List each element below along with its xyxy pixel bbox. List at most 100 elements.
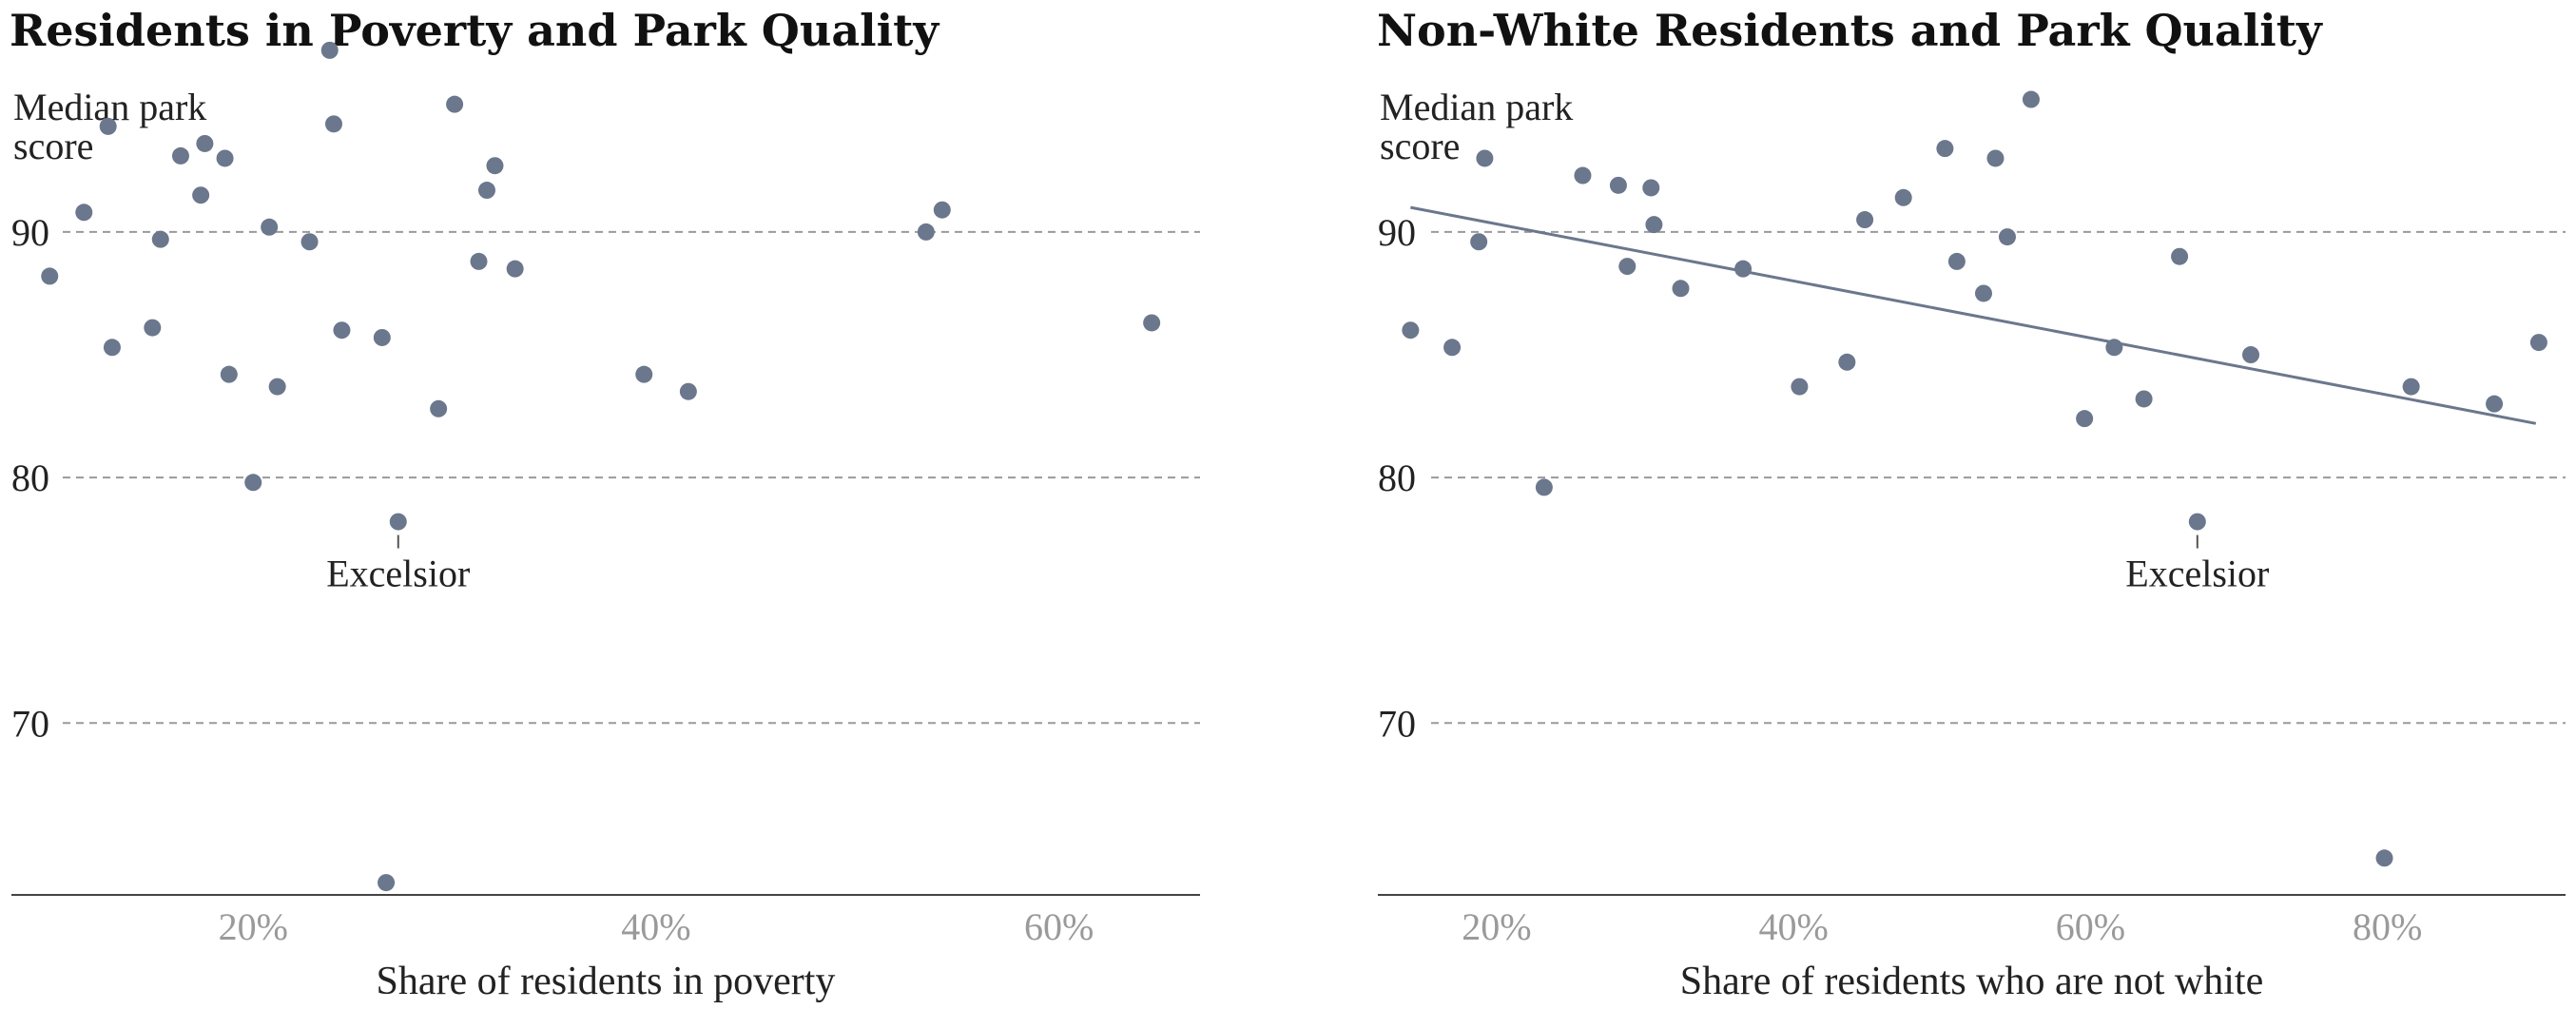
scatter-points [1402,90,2547,867]
data-point [268,378,286,396]
trendline [1410,205,2537,425]
data-point [2076,410,2094,428]
data-point [99,117,117,135]
data-point [2375,849,2393,867]
nonwhite-chart-panel: Non-White Residents and Park Quality Med… [1377,5,2566,1003]
data-point [2135,390,2153,408]
data-point [261,218,279,236]
data-point [1618,258,1637,276]
y-axis-title-line-2: score [1380,125,1460,167]
data-point [1470,233,1488,251]
data-point [1642,179,1660,197]
annotation-label: Excelsior [326,553,470,595]
gridlines [63,230,1200,725]
data-point [2188,513,2206,531]
poverty-chart-panel: Residents in Poverty and Park Quality Me… [10,5,1200,1003]
data-point [2529,334,2547,352]
data-point [320,41,339,59]
y-tick-labels: 70 80 90 [11,211,49,745]
data-point [1838,353,1856,371]
x-tick-labels: 20% 40% 60% [219,905,1094,948]
data-point [151,230,169,248]
x-tick-label: 20% [219,905,288,948]
y-tick-labels: 70 80 90 [1378,211,1416,745]
y-axis-title-line-2: score [13,125,93,167]
data-point [635,365,653,383]
data-point [244,474,262,492]
data-point [2171,247,2189,265]
data-point [486,157,504,175]
data-point [373,328,391,346]
data-point [324,115,342,133]
y-axis-title-line-1: Median park [1380,86,1573,128]
data-point [679,382,697,400]
data-point [171,146,189,165]
data-point [1791,378,1809,396]
y-tick-label: 70 [1378,702,1416,745]
data-point [75,204,93,222]
data-point [1143,314,1161,332]
y-tick-label: 70 [11,702,49,745]
data-point [1443,339,1462,357]
data-point [1476,149,1494,167]
data-point [196,134,214,152]
data-point [1947,252,1966,270]
data-point [2022,90,2040,108]
data-point [103,339,121,357]
data-point [917,223,935,241]
data-point [478,182,495,200]
x-axis-title: Share of residents who are not white [1680,960,2264,1003]
data-point [2105,339,2123,357]
data-point [1609,176,1627,194]
data-point [192,186,210,204]
data-point [1734,260,1753,278]
x-tick-label: 40% [621,905,690,948]
data-point [216,149,234,167]
scatter-points [41,41,1161,892]
annotation-label: Excelsior [2125,553,2269,595]
data-point [2242,346,2260,364]
data-point [2486,395,2504,413]
data-point [2402,378,2420,396]
x-tick-label: 60% [1024,905,1094,948]
data-point [1936,140,1954,158]
x-axis-title: Share of residents in poverty [377,960,836,1003]
data-point [470,252,488,270]
data-point [933,201,951,219]
data-point [144,319,162,337]
data-point [378,874,396,892]
data-point [300,233,319,251]
x-tick-labels: 20% 40% 60% 80% [1462,905,2422,948]
data-point [389,513,407,531]
chart-title: Residents in Poverty and Park Quality [10,5,939,56]
x-tick-label: 20% [1462,905,1531,948]
y-tick-label: 90 [1378,211,1416,254]
data-point [1986,149,2005,167]
data-point [1998,228,2016,246]
data-point [1402,321,1420,340]
chart-title: Non-White Residents and Park Quality [1377,5,2323,56]
x-tick-label: 40% [1758,905,1828,948]
data-point [1574,166,1592,184]
data-point [1974,284,1992,302]
data-point [220,365,238,383]
data-point [1856,211,1874,229]
data-point [430,399,448,417]
data-point [506,260,524,278]
y-tick-label: 80 [1378,456,1416,499]
y-tick-label: 80 [11,456,49,499]
data-point [1894,188,1912,206]
data-point [1645,216,1663,234]
x-tick-label: 60% [2056,905,2125,948]
y-tick-label: 90 [11,211,49,254]
data-point [1535,478,1553,496]
gridlines [1431,230,2566,725]
data-point [41,267,59,285]
trendline-layer [1410,205,2537,425]
data-point [1672,280,1690,298]
data-point [333,321,351,340]
data-point [446,95,464,113]
x-tick-label: 80% [2353,905,2422,948]
